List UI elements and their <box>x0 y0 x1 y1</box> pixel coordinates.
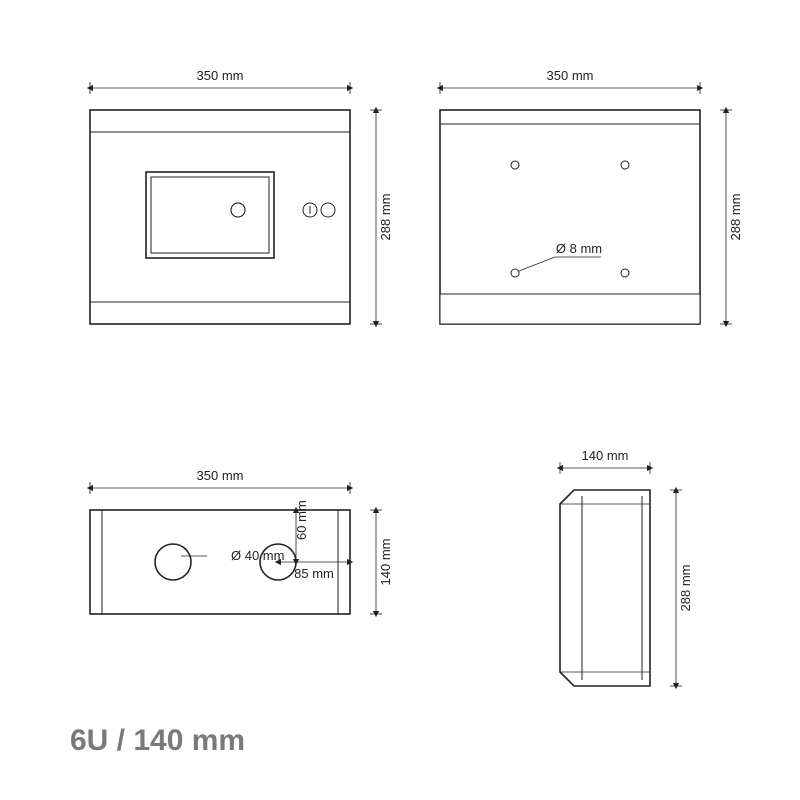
mount-hole <box>511 161 519 169</box>
front-window <box>146 172 274 258</box>
svg-text:140 mm: 140 mm <box>582 448 629 463</box>
svg-text:6U / 140 mm: 6U / 140 mm <box>70 724 245 757</box>
mount-hole <box>621 161 629 169</box>
mount-hole <box>511 269 519 277</box>
svg-text:140 mm: 140 mm <box>378 539 393 586</box>
svg-text:85 mm: 85 mm <box>294 566 334 581</box>
svg-text:288 mm: 288 mm <box>728 194 743 241</box>
svg-text:288 mm: 288 mm <box>378 194 393 241</box>
svg-text:350 mm: 350 mm <box>547 68 594 83</box>
svg-text:288 mm: 288 mm <box>678 565 693 612</box>
svg-text:60 mm: 60 mm <box>294 500 309 540</box>
svg-text:350 mm: 350 mm <box>197 468 244 483</box>
svg-text:Ø 40 mm: Ø 40 mm <box>231 548 284 563</box>
technical-drawing: 350 mm 288 mm Ø 8 mm 350 mm 288 mm Ø 40 mm 60 … <box>0 0 800 800</box>
side-body <box>560 490 650 686</box>
back-body <box>440 110 700 324</box>
cable-hole <box>155 544 191 580</box>
svg-text:Ø 8 mm: Ø 8 mm <box>556 241 602 256</box>
mount-hole <box>621 269 629 277</box>
svg-text:350 mm: 350 mm <box>197 68 244 83</box>
